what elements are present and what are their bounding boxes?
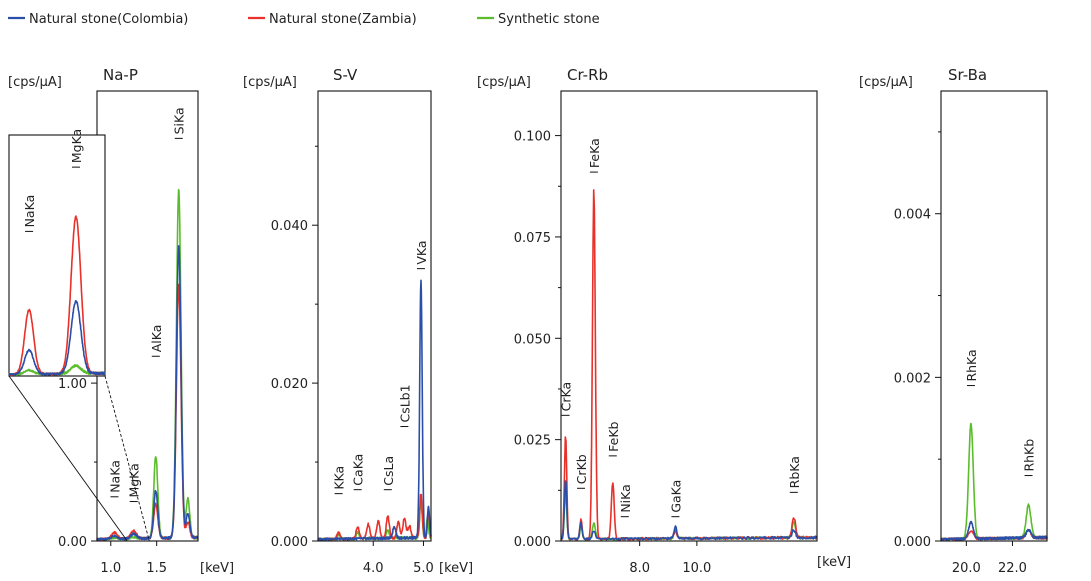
peak-label: RhKa — [964, 349, 979, 381]
peak-label: GaKa — [668, 480, 683, 513]
peak-label: MgKa — [127, 463, 142, 497]
peak-label: CaKa — [351, 454, 366, 486]
peak-annotation: RhKa — [964, 349, 979, 387]
y-unit-label: [cps/μA] — [859, 75, 913, 90]
y-tick-label: 0.000 — [894, 535, 931, 550]
peak-label: RhKb — [1022, 439, 1037, 472]
panel-title: Sr-Ba — [948, 66, 987, 84]
x-unit-label: [keV] — [200, 561, 234, 576]
y-tick-label: 1.00 — [58, 377, 87, 392]
y-tick-label: 0.075 — [514, 231, 551, 246]
peak-annotation: CaKa — [351, 454, 366, 491]
x-tick-label: 22.0 — [998, 561, 1027, 576]
inset-zoom: NaKa MgKa — [8, 129, 150, 542]
panel-cr-rb: Cr-Rb [cps/μA] [keV] 0.000 0.025 0.050 0.075 0.… — [477, 66, 851, 576]
plot-frame — [317, 90, 432, 542]
panel-s-v: S-V [cps/μA] [keV] 0.000 0.020 0.040 4.0 5.0 KKa… — [243, 66, 473, 576]
series-line — [8, 300, 106, 376]
peak-annotation: MgKa — [127, 463, 142, 503]
peak-label: NiKa — [618, 484, 633, 512]
peak-label: VKa — [414, 240, 429, 264]
y-tick-label: 0.00 — [58, 535, 87, 550]
inset-peak-label: MgKa — [69, 129, 84, 163]
panel-title: Na-P — [103, 66, 138, 84]
legend-label: Natural stone(Colombia) — [29, 12, 188, 27]
peak-label: NaKa — [107, 460, 122, 493]
series-line — [560, 480, 818, 541]
inset-peak-annotation: NaKa — [22, 195, 37, 232]
y-tick-label: 0.040 — [271, 219, 308, 234]
peak-annotation: CrKb — [574, 454, 589, 489]
series-line — [317, 493, 432, 541]
y-tick-label: 0.020 — [271, 377, 308, 392]
panel-title: Cr-Rb — [567, 66, 608, 84]
series-line — [940, 520, 1048, 541]
peak-label: FeKa — [587, 138, 602, 168]
zoom-connector-dashed — [104, 375, 150, 542]
peak-annotation: CsLb1 — [397, 384, 412, 428]
y-tick-label: 0.025 — [514, 434, 551, 449]
x-unit-label: [keV] — [817, 555, 851, 570]
peak-label: AlKa — [149, 325, 164, 353]
y-tick-label: 0.000 — [514, 535, 551, 550]
y-tick-label: 0.002 — [894, 371, 931, 386]
peak-annotation: VKa — [414, 240, 429, 270]
peak-annotation: CrKa — [559, 382, 574, 416]
y-tick-label: 0.050 — [514, 332, 551, 347]
series-line — [560, 491, 818, 541]
peak-label: CsLb1 — [397, 384, 412, 422]
panel-title: S-V — [333, 66, 358, 84]
legend-item: Natural stone(Zambia) — [248, 12, 417, 27]
x-unit-label: [keV] — [439, 561, 473, 576]
y-unit-label: [cps/μA] — [243, 75, 297, 90]
peak-annotation: NiKa — [618, 484, 633, 518]
plot-frame — [940, 90, 1048, 542]
y-tick-label: 0.004 — [894, 208, 931, 223]
peak-annotation: RhKb — [1022, 439, 1037, 477]
peak-label: RbKa — [787, 456, 802, 488]
y-tick-label: 0.100 — [514, 130, 551, 145]
zoom-connector-solid — [8, 375, 128, 542]
legend-label: Natural stone(Zambia) — [269, 12, 417, 27]
x-tick-label: 1.5 — [146, 561, 167, 576]
x-tick-label: 8.0 — [629, 561, 650, 576]
peak-label: CrKa — [559, 382, 574, 412]
series-line — [317, 279, 432, 541]
peak-label: CrKb — [574, 454, 589, 484]
peak-annotation: KKa — [332, 466, 347, 495]
x-tick-label: 1.0 — [100, 561, 121, 576]
x-tick-label: 4.0 — [363, 561, 384, 576]
y-unit-label: [cps/μA] — [8, 75, 62, 90]
inset-peak-annotation: MgKa — [69, 129, 84, 168]
peak-annotation: GaKa — [668, 480, 683, 518]
peak-annotation: RbKa — [787, 456, 802, 493]
y-unit-label: [cps/μA] — [477, 75, 531, 90]
x-tick-label: 10.0 — [682, 561, 711, 576]
peak-label: CsLa — [381, 456, 396, 486]
peak-annotation: AlKa — [149, 325, 164, 357]
peak-annotation: SiKa — [172, 107, 187, 139]
y-tick-label: 0.000 — [271, 535, 308, 550]
peak-annotation: CsLa — [381, 456, 396, 491]
series-line — [96, 245, 199, 541]
legend-item: Synthetic stone — [477, 12, 600, 27]
inset-peak-label: NaKa — [22, 195, 37, 228]
legend-item: Natural stone(Colombia) — [8, 12, 188, 27]
peak-label: SiKa — [172, 107, 187, 134]
x-tick-label: 5.0 — [413, 561, 434, 576]
plot-frame — [560, 90, 818, 542]
peak-annotation: FeKb — [606, 421, 621, 457]
panel-na-p: Na-P [cps/μA] [keV] 0.00 1.00 1.0 1.5 NaKa MgKa A… — [8, 66, 234, 576]
panel-sr-ba: Sr-Ba [cps/μA] 0.000 0.002 0.004 20.0 22.0 RhKa… — [859, 66, 1048, 576]
series-line — [560, 189, 818, 541]
peak-annotation: NaKa — [107, 460, 122, 498]
peak-label: KKa — [332, 466, 347, 490]
legend-label: Synthetic stone — [498, 12, 600, 27]
series-line — [317, 501, 432, 541]
peak-annotation: FeKa — [587, 138, 602, 173]
peak-label: FeKb — [606, 421, 621, 451]
x-tick-label: 20.0 — [952, 561, 981, 576]
